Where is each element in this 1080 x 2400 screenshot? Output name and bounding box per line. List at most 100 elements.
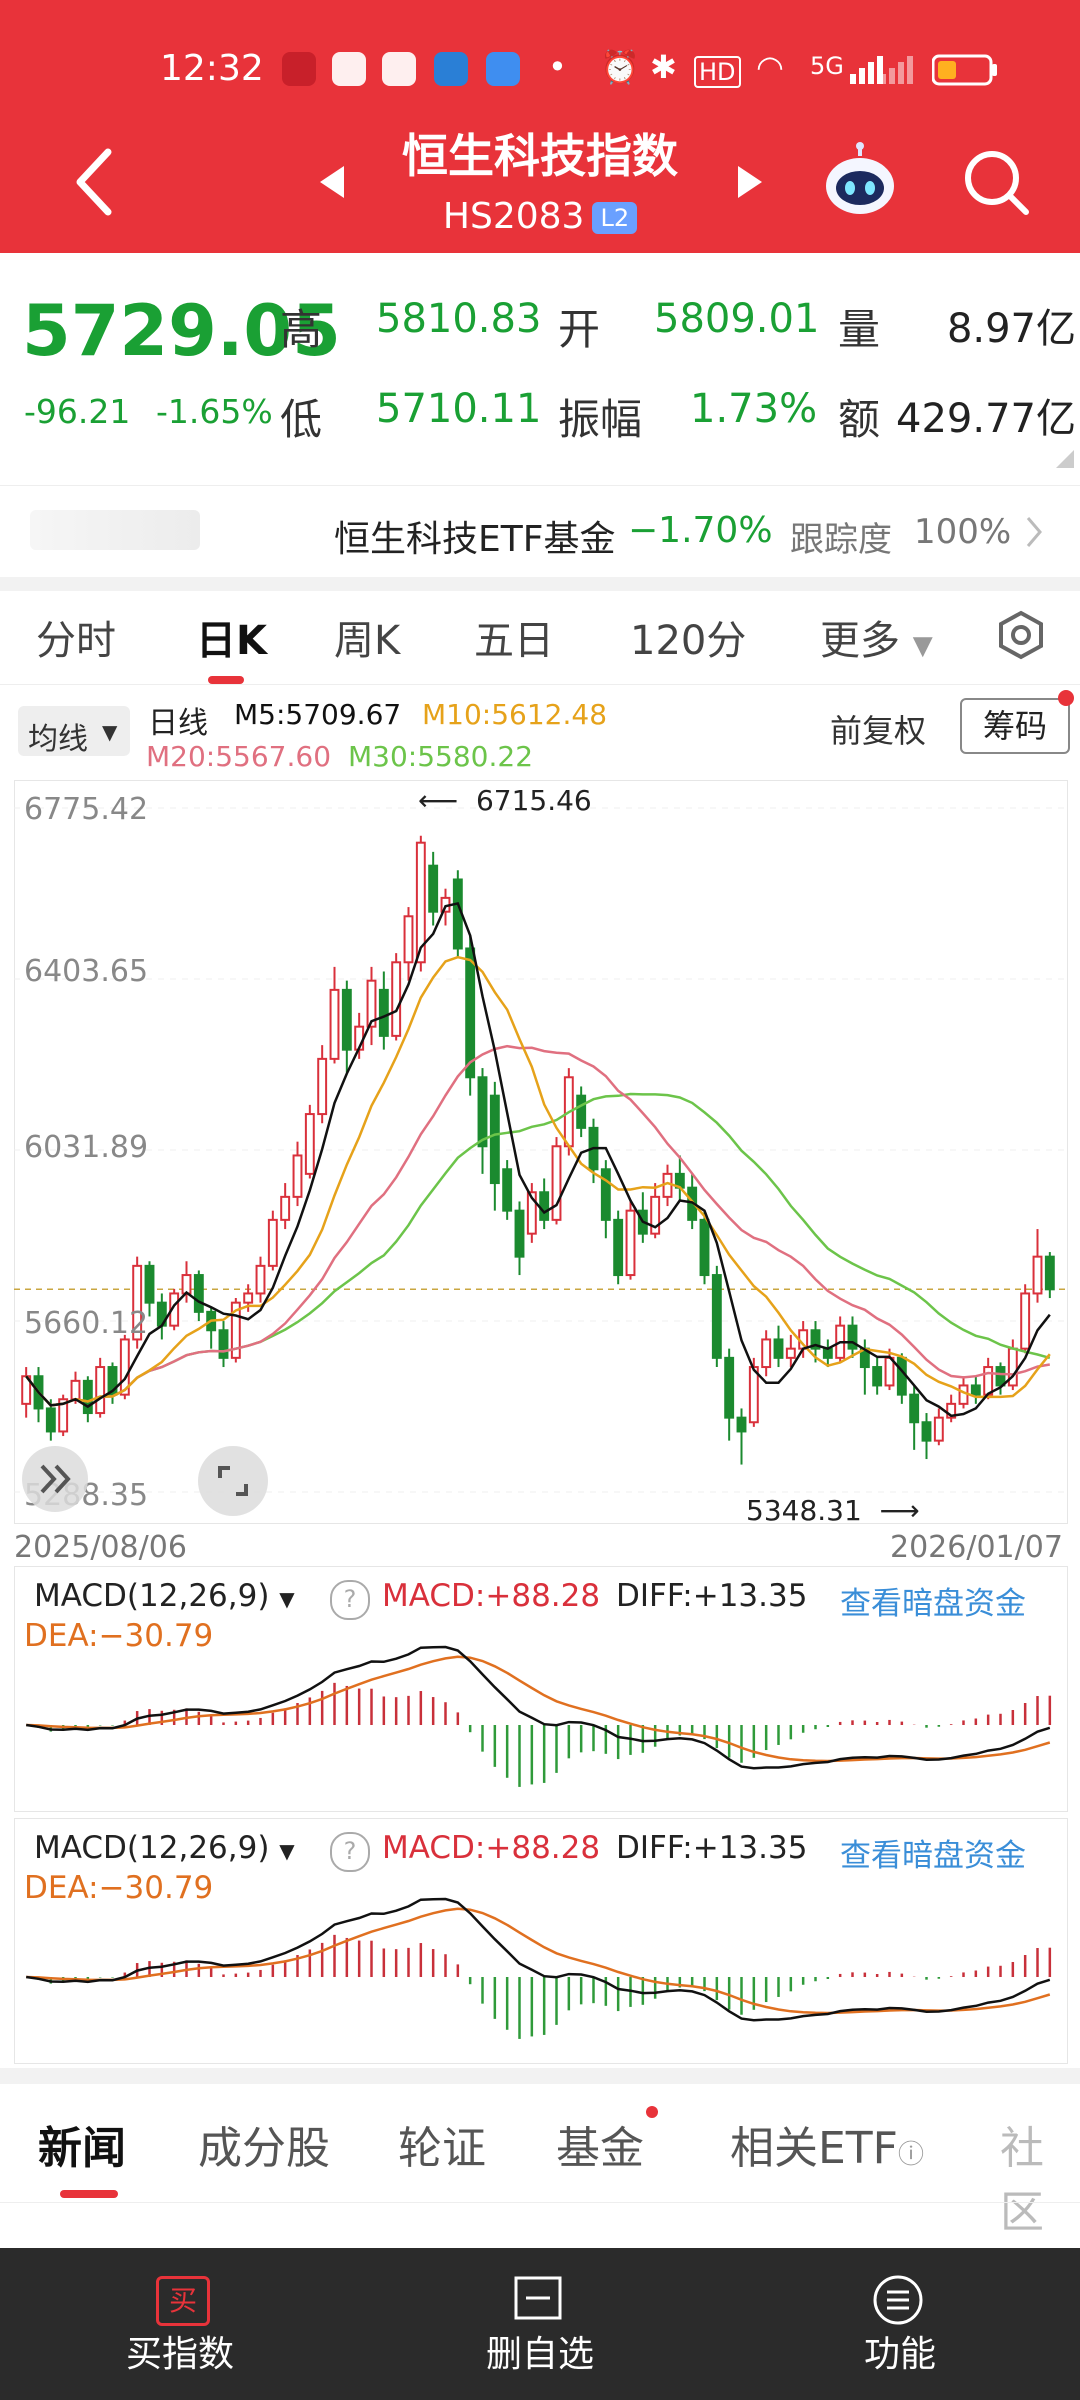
ma10-value: M10:5612.48 <box>422 698 608 731</box>
ma-selector[interactable]: 均线 ▼ <box>18 706 130 757</box>
tab-more-label: 更多 <box>820 618 900 664</box>
candle-body <box>391 961 402 1037</box>
tab-five-day[interactable]: 五日 <box>474 618 554 664</box>
wifi-icon: ◠ <box>756 48 784 86</box>
dark-pool-link-1[interactable]: 查看暗盘资金 <box>840 1586 1026 1622</box>
next-triangle-icon[interactable] <box>734 164 764 200</box>
tab-weekly-k[interactable]: 周K <box>334 618 401 664</box>
help-icon[interactable]: ? <box>330 1580 370 1620</box>
notification-dot <box>1058 690 1074 706</box>
candle-body <box>378 988 389 1037</box>
double-chevron-icon <box>40 1464 71 1494</box>
diff-line <box>26 1897 1051 2022</box>
dot-icon: • <box>548 48 567 86</box>
expand-corner-icon[interactable] <box>1056 450 1074 468</box>
candle-body <box>132 1264 143 1341</box>
browser-app-icon <box>434 52 468 86</box>
max-annotation: ⟵ 6715.46 <box>418 784 592 817</box>
candle-body <box>613 1218 624 1277</box>
candle-body <box>465 947 476 1079</box>
dark-pool-link-2[interactable]: 查看暗盘资金 <box>840 1838 1026 1874</box>
amount-label: 额 <box>838 395 881 444</box>
app-icon <box>486 52 520 86</box>
candle-body <box>82 1379 93 1415</box>
adjust-mode[interactable]: 前复权 <box>830 712 927 750</box>
candle-body <box>58 1398 69 1433</box>
tab-warrants[interactable]: 轮证 <box>398 2123 486 2174</box>
low-value: 5710.11 <box>376 386 542 432</box>
candle-body <box>761 1338 772 1369</box>
candle-body <box>1020 1292 1031 1350</box>
etf-logo-placeholder <box>30 510 200 550</box>
kline-chart[interactable] <box>14 780 1066 1520</box>
tab-daily-k[interactable]: 日K <box>196 618 267 664</box>
expand-left-button[interactable] <box>22 1446 88 1512</box>
active-tab-indicator <box>208 676 244 684</box>
signal-bars-icon <box>850 56 886 84</box>
tab-related-etf[interactable]: 相关ETFⓘ <box>730 2112 924 2176</box>
prev-triangle-icon[interactable] <box>318 164 348 200</box>
y-tick-label: 6031.89 <box>24 1130 149 1165</box>
candle-body <box>896 1356 907 1396</box>
status-time: 12:32 <box>160 48 264 89</box>
amount-value: 429.77亿 <box>896 396 1076 442</box>
diff-value-2: DIFF:+13.35 <box>616 1830 808 1866</box>
function-button[interactable]: 功能 <box>863 2334 936 2375</box>
macd-value-1: MACD:+88.28 <box>382 1578 601 1614</box>
alarm-icon: ⏰ <box>600 48 640 86</box>
dea-value-2: DEA:−30.79 <box>24 1870 214 1906</box>
candle-body <box>785 1347 796 1359</box>
candle-body <box>341 988 352 1051</box>
macd-label-2[interactable]: MACD(12,26,9) ▼ <box>34 1830 295 1866</box>
chips-button[interactable]: 筹码 <box>960 698 1070 754</box>
min-annotation: 5348.31 ⟶ <box>746 1494 920 1527</box>
macd-label-1[interactable]: MACD(12,26,9) ▼ <box>34 1578 295 1614</box>
ma5-value: M5:5709.67 <box>234 698 402 731</box>
tab-120min[interactable]: 120分 <box>630 618 747 664</box>
candle-body <box>280 1195 291 1221</box>
candle-body <box>428 864 439 913</box>
candle-body <box>514 1209 525 1258</box>
candle-body <box>1044 1255 1055 1291</box>
tab-constituents[interactable]: 成分股 <box>198 2123 330 2174</box>
related-etf-row[interactable]: 恒生科技ETF基金 −1.70% 跟踪度 100% <box>0 485 1080 578</box>
battery-icon <box>931 54 998 86</box>
high-value: 5810.83 <box>376 296 542 342</box>
ma-selector-caret-icon: ▼ <box>102 720 118 744</box>
candle-body <box>329 988 340 1060</box>
candle-body <box>366 979 377 1028</box>
tabs-separator <box>0 2202 1080 2203</box>
candle-body <box>304 1113 315 1175</box>
tab-community[interactable]: 社区 <box>1000 2123 1044 2238</box>
tab-more[interactable]: 更多 ▼ <box>820 608 933 666</box>
ma-line-m5 <box>25 901 1051 1418</box>
hd-icon: HD <box>694 56 741 88</box>
menu-icon <box>872 2274 924 2326</box>
signal-bars-2-icon <box>880 56 916 84</box>
tab-funds[interactable]: 基金 <box>556 2123 644 2174</box>
caret-down-icon: ▼ <box>279 1587 295 1611</box>
candle-body <box>45 1407 56 1433</box>
settings-hexagon-icon[interactable] <box>996 610 1046 660</box>
kline-chart-frame <box>14 780 1068 1524</box>
candle-body <box>95 1366 106 1415</box>
candle-body <box>736 1416 747 1433</box>
back-arrow-icon[interactable] <box>70 142 120 222</box>
header: 12:32 • ⏰ ✱ HD ◠ 5G 恒生科技指数 HS2083 L2 <box>0 0 1080 253</box>
arrow-left-icon: ⟵ <box>418 784 459 817</box>
robot-assistant-icon[interactable] <box>822 142 898 218</box>
fullscreen-button[interactable] <box>198 1446 268 1516</box>
open-value: 5809.01 <box>654 296 820 342</box>
remove-watchlist-button[interactable]: 删自选 <box>485 2334 594 2375</box>
search-icon[interactable] <box>962 148 1032 218</box>
candle-body <box>921 1421 932 1442</box>
candle-body <box>847 1324 858 1350</box>
candle-body <box>576 1094 587 1129</box>
tab-news[interactable]: 新闻 <box>38 2123 126 2174</box>
status-bar: 12:32 • ⏰ ✱ HD ◠ 5G <box>0 0 1080 120</box>
help-icon[interactable]: ? <box>330 1832 370 1872</box>
tab-intraday[interactable]: 分时 <box>36 618 116 664</box>
index-code: HS2083 L2 <box>0 196 1080 237</box>
buy-index-button[interactable]: 买指数 <box>125 2334 234 2375</box>
tab-related-etf-label: 相关ETF <box>730 2123 898 2174</box>
